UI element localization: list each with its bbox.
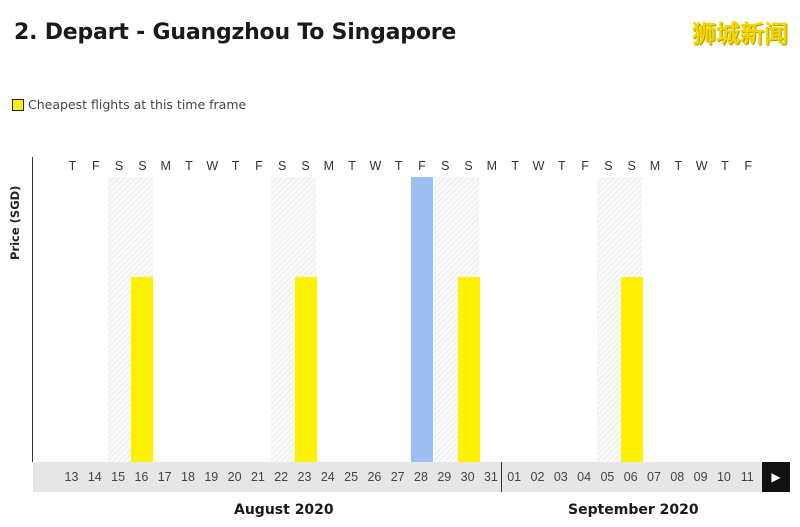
date-cell[interactable]: 06 — [623, 470, 638, 484]
date-cell[interactable]: 18 — [181, 470, 195, 484]
weekday-label: M — [160, 159, 171, 173]
page-title: 2. Depart - Guangzhou To Singapore — [14, 20, 457, 45]
date-cell[interactable]: 28 — [414, 470, 428, 484]
date-cell[interactable]: 10 — [716, 470, 731, 484]
date-cell[interactable]: 07 — [647, 470, 661, 484]
date-cell[interactable]: 25 — [344, 470, 359, 484]
chart-legend: Cheapest flights at this time frame — [12, 97, 246, 112]
date-cell[interactable]: 15 — [111, 470, 126, 484]
weekday-label: S — [114, 159, 124, 173]
weekday-label: T — [557, 159, 566, 173]
cheapest-flight-bar[interactable] — [131, 276, 154, 462]
cheapest-flight-bar[interactable] — [457, 276, 480, 462]
weekday-label: F — [418, 159, 426, 173]
weekday-label: F — [91, 159, 100, 173]
weekday-label: W — [206, 159, 219, 173]
date-cell[interactable]: 21 — [250, 470, 265, 484]
weekday-label: S — [138, 159, 147, 173]
weekday-label: S — [604, 159, 613, 173]
date-cell[interactable]: 01 — [507, 470, 522, 484]
date-cell[interactable]: 09 — [693, 470, 708, 484]
month-label-august: August 2020 — [234, 502, 334, 518]
watermark-logo: 狮城新闻 — [692, 20, 788, 48]
weekday-label: W — [369, 159, 382, 173]
date-cell[interactable]: 13 — [64, 470, 79, 484]
weekday-label: T — [185, 159, 193, 173]
weekday-label: M — [649, 159, 661, 173]
weekday-label: T — [511, 159, 519, 173]
date-cell[interactable]: 04 — [577, 470, 592, 484]
month-separator — [501, 462, 502, 492]
legend-label: Cheapest flights at this time frame — [28, 97, 247, 112]
weekday-label: M — [486, 159, 498, 173]
chevron-right-icon: ▶ — [771, 470, 781, 484]
weekday-label: T — [68, 159, 77, 173]
weekday-label: M — [323, 159, 334, 173]
next-dates-button[interactable]: ▶ — [762, 462, 790, 492]
date-cell[interactable]: 26 — [367, 470, 382, 484]
weekday-label: S — [441, 159, 450, 173]
date-strip: 13 14 15 16 17 18 19 20 21 22 23 24 25 26 27 28 29 30 31 01… — [33, 462, 790, 492]
weekday-label: T — [674, 159, 683, 173]
date-cell[interactable]: 20 — [227, 470, 242, 484]
date-cell[interactable]: 29 — [437, 470, 452, 484]
weekday-label: S — [464, 159, 473, 173]
date-cell[interactable]: 11 — [740, 470, 754, 484]
cheapest-flight-bar[interactable] — [620, 276, 643, 462]
date-cell[interactable]: 03 — [553, 470, 568, 484]
date-cell[interactable]: 14 — [87, 470, 102, 484]
selected-date-bar[interactable] — [411, 177, 433, 462]
weekday-label: S — [278, 159, 287, 173]
y-axis-label: Price (SGD) — [8, 185, 22, 260]
weekday-label: T — [231, 159, 240, 173]
legend-swatch — [12, 98, 24, 111]
weekday-label: T — [348, 159, 356, 173]
date-cell[interactable]: 24 — [320, 470, 335, 484]
weekday-label: T — [394, 159, 403, 173]
weekday-label: S — [301, 159, 310, 173]
date-cell[interactable]: 22 — [274, 470, 289, 484]
date-cell[interactable]: 31 — [483, 470, 498, 484]
weekday-label: F — [581, 159, 589, 173]
weekday-label: F — [744, 159, 752, 173]
weekday-label: W — [695, 159, 708, 173]
date-cell[interactable]: 08 — [670, 470, 685, 484]
weekday-label: T — [721, 159, 729, 173]
date-cell[interactable]: 23 — [297, 470, 312, 484]
date-cell[interactable]: 27 — [390, 470, 405, 484]
date-cell[interactable]: 19 — [204, 470, 219, 484]
y-axis-line — [32, 157, 33, 462]
weekday-label: W — [532, 159, 545, 173]
date-cell[interactable]: 05 — [600, 470, 615, 484]
date-cell[interactable]: 17 — [157, 470, 172, 484]
date-cell[interactable]: 16 — [134, 470, 149, 484]
weekday-label: S — [627, 159, 636, 173]
month-label-september: September 2020 — [568, 502, 699, 518]
date-cell[interactable]: 30 — [460, 470, 475, 484]
cheapest-flight-bar[interactable] — [294, 276, 317, 462]
date-cell[interactable]: 02 — [530, 470, 545, 484]
weekday-label: F — [255, 159, 263, 173]
